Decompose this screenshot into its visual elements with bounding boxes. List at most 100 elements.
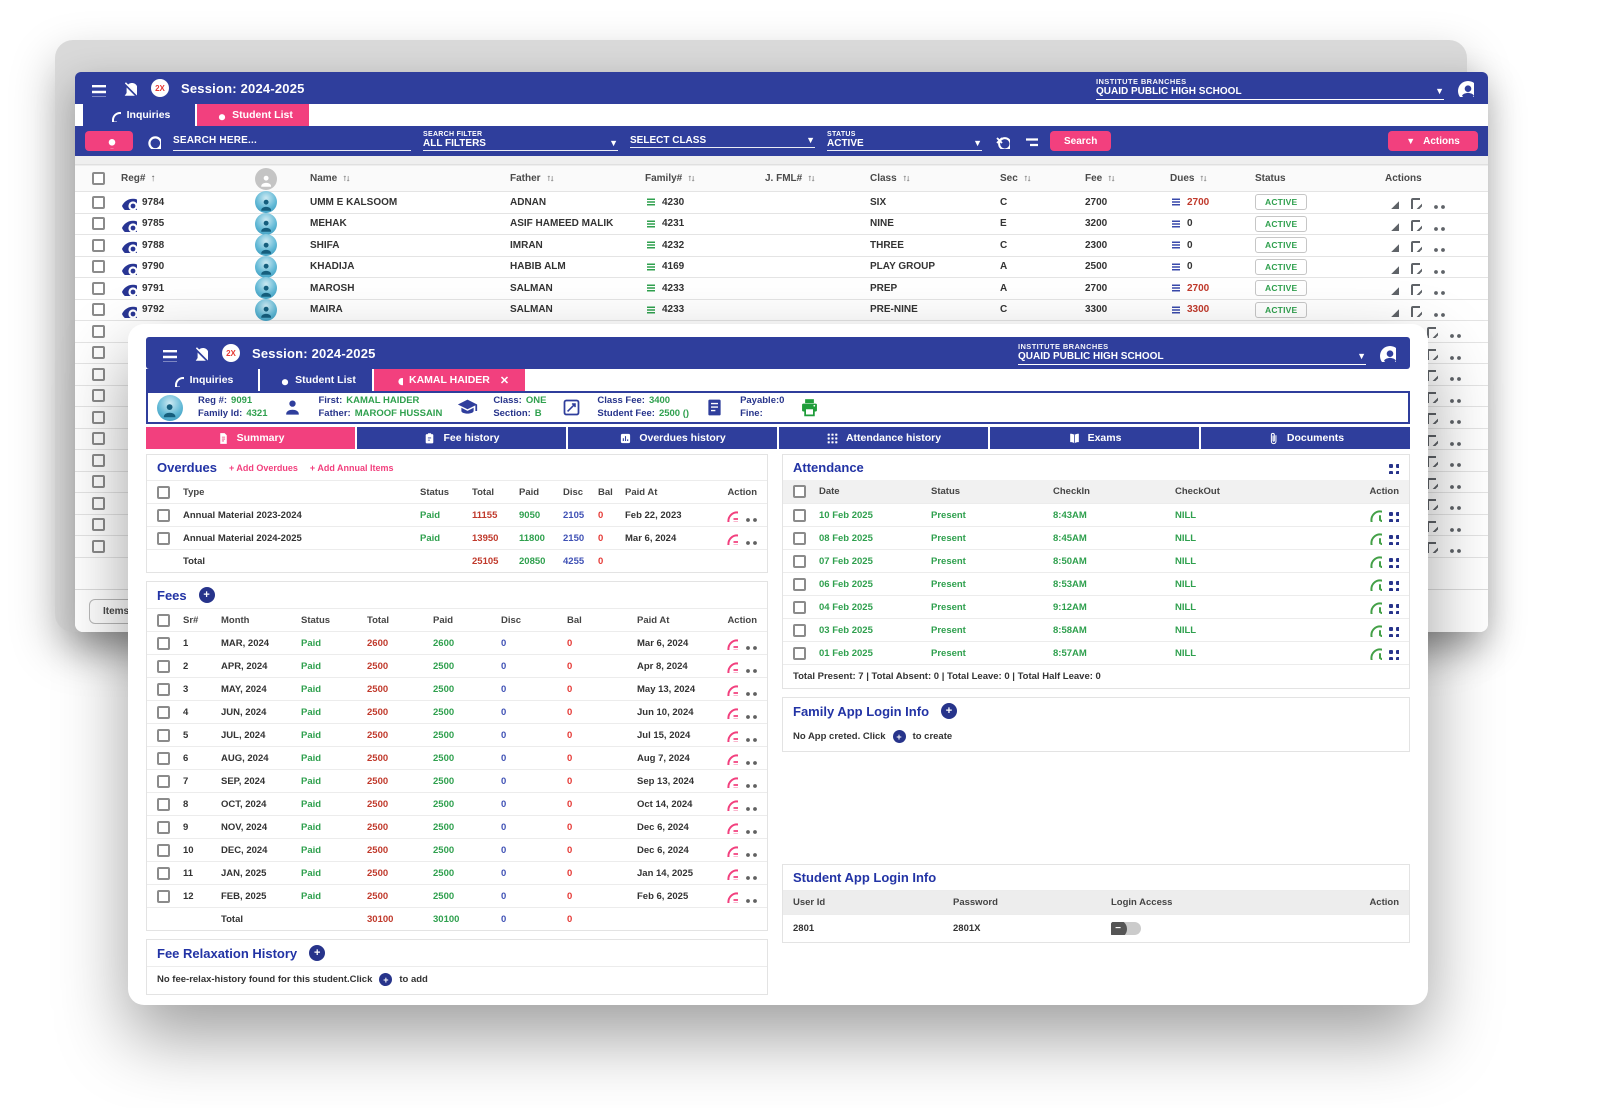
- row-checkbox[interactable]: [157, 843, 170, 857]
- search-button[interactable]: Search: [1050, 131, 1112, 151]
- column-header-jfml[interactable]: J. FML#: [765, 173, 870, 184]
- more-options-icon[interactable]: [743, 531, 757, 545]
- more-options-icon[interactable]: [1447, 453, 1461, 468]
- print-receipt-icon[interactable]: [725, 509, 738, 522]
- print-receipt-icon[interactable]: [725, 867, 738, 880]
- close-tab-icon[interactable]: ✕: [499, 374, 510, 387]
- row-checkbox[interactable]: [92, 195, 105, 209]
- more-options-icon[interactable]: [1447, 496, 1461, 511]
- row-checkbox[interactable]: [92, 367, 105, 381]
- more-options-icon[interactable]: [1447, 410, 1461, 425]
- more-options-icon[interactable]: [1431, 238, 1445, 253]
- print-receipt-icon[interactable]: [725, 637, 738, 650]
- row-checkbox[interactable]: [92, 453, 105, 467]
- branch-select[interactable]: INSTITUTE BRANCHES QUAID PUBLIC HIGH SCH…: [1018, 342, 1396, 365]
- select-all-checkbox[interactable]: [92, 172, 105, 185]
- clock-icon[interactable]: [1368, 646, 1382, 660]
- status-select[interactable]: STATUS ACTIVE ▼: [827, 131, 982, 151]
- calendar-grid-icon[interactable]: [1386, 578, 1399, 591]
- row-checkbox[interactable]: [793, 554, 806, 568]
- open-in-new-icon[interactable]: [1408, 281, 1422, 296]
- clock-icon[interactable]: [1368, 577, 1382, 591]
- print-receipt-icon[interactable]: [725, 729, 738, 742]
- row-checkbox[interactable]: [157, 728, 170, 742]
- more-options-icon[interactable]: [1447, 475, 1461, 489]
- print-receipt-icon[interactable]: [725, 706, 738, 719]
- more-options-icon[interactable]: [1431, 281, 1445, 296]
- family-ledger-icon[interactable]: [645, 304, 657, 316]
- open-in-new-icon[interactable]: [1408, 303, 1422, 317]
- edit-icon[interactable]: [1385, 195, 1399, 210]
- row-checkbox[interactable]: [92, 539, 105, 553]
- add-fee-relaxation-button[interactable]: +: [309, 945, 326, 961]
- clock-icon[interactable]: [1368, 531, 1382, 545]
- row-checkbox[interactable]: [157, 797, 170, 811]
- calendar-grid-icon[interactable]: [1386, 532, 1399, 545]
- column-header-reg[interactable]: Reg# ↑: [121, 173, 156, 184]
- add-fee-button[interactable]: +: [198, 587, 215, 603]
- edit-icon[interactable]: [1385, 217, 1399, 231]
- tab-inquiries[interactable]: Inquiries: [146, 369, 258, 391]
- print-receipt-icon[interactable]: [725, 752, 738, 765]
- family-ledger-icon[interactable]: [645, 282, 657, 294]
- calendar-grid-icon[interactable]: [1386, 509, 1399, 522]
- view-student-icon[interactable]: [121, 194, 137, 211]
- class-select[interactable]: SELECT CLASS ▼: [630, 134, 815, 148]
- row-checkbox[interactable]: [157, 866, 170, 880]
- print-receipt-icon[interactable]: [725, 660, 738, 673]
- print-receipt-icon[interactable]: [725, 890, 738, 903]
- search-filter-select[interactable]: SEARCH FILTER ALL FILTERS ▼: [423, 131, 618, 151]
- row-checkbox[interactable]: [793, 623, 806, 637]
- more-options-icon[interactable]: [743, 682, 757, 696]
- row-checkbox[interactable]: [92, 389, 105, 403]
- tab-student-list[interactable]: Student List: [260, 369, 372, 391]
- row-checkbox[interactable]: [793, 577, 806, 591]
- tab-attendance-history[interactable]: Attendance history: [779, 427, 990, 449]
- clock-icon[interactable]: [1368, 600, 1382, 614]
- tab-overdues-history[interactable]: Overdues history: [568, 427, 779, 449]
- edit-icon[interactable]: [1385, 281, 1399, 296]
- column-header-father[interactable]: Father: [510, 173, 645, 184]
- more-options-icon[interactable]: [743, 774, 757, 788]
- view-student-icon[interactable]: [121, 216, 137, 232]
- notifications-off-icon[interactable]: [120, 80, 137, 97]
- account-icon[interactable]: [1378, 344, 1396, 362]
- more-options-icon[interactable]: [743, 843, 757, 857]
- edit-icon[interactable]: [1385, 238, 1399, 253]
- tab-fee-history[interactable]: Fee history: [357, 427, 568, 449]
- row-checkbox[interactable]: [157, 889, 170, 903]
- more-options-icon[interactable]: [743, 705, 757, 719]
- tab-summary[interactable]: Summary: [146, 427, 357, 449]
- more-options-icon[interactable]: [743, 508, 757, 522]
- column-header-sec[interactable]: Sec: [1000, 173, 1085, 184]
- more-options-icon[interactable]: [743, 866, 757, 880]
- edit-icon[interactable]: [1385, 260, 1399, 274]
- view-student-icon[interactable]: [121, 302, 137, 318]
- dues-ledger-icon[interactable]: [1170, 218, 1182, 230]
- add-student-button[interactable]: [85, 131, 133, 151]
- row-checkbox[interactable]: [793, 508, 806, 522]
- view-student-icon[interactable]: [121, 259, 137, 275]
- print-icon[interactable]: [799, 397, 820, 418]
- row-checkbox[interactable]: [92, 346, 105, 360]
- more-options-icon[interactable]: [1431, 303, 1445, 317]
- open-in-new-icon[interactable]: [1408, 238, 1422, 253]
- row-checkbox[interactable]: [92, 303, 105, 317]
- calendar-grid-icon[interactable]: [1386, 555, 1399, 568]
- row-checkbox[interactable]: [157, 705, 170, 719]
- row-checkbox[interactable]: [157, 682, 170, 696]
- print-receipt-icon[interactable]: [725, 844, 738, 857]
- more-options-icon[interactable]: [743, 728, 757, 742]
- add-fee-relaxation-inline-button[interactable]: +: [379, 973, 393, 986]
- select-all-checkbox[interactable]: [793, 485, 806, 498]
- more-options-icon[interactable]: [1431, 260, 1445, 274]
- tab-inquiries[interactable]: Inquiries: [83, 104, 195, 126]
- clear-search-icon[interactable]: [994, 133, 1010, 149]
- family-ledger-icon[interactable]: [645, 196, 657, 208]
- branch-select[interactable]: INSTITUTE BRANCHES QUAID PUBLIC HIGH SCH…: [1096, 77, 1474, 100]
- clock-icon[interactable]: [1368, 554, 1382, 568]
- family-ledger-icon[interactable]: [645, 261, 657, 273]
- select-all-checkbox[interactable]: [157, 485, 170, 499]
- row-checkbox[interactable]: [92, 475, 105, 489]
- row-checkbox[interactable]: [157, 751, 170, 765]
